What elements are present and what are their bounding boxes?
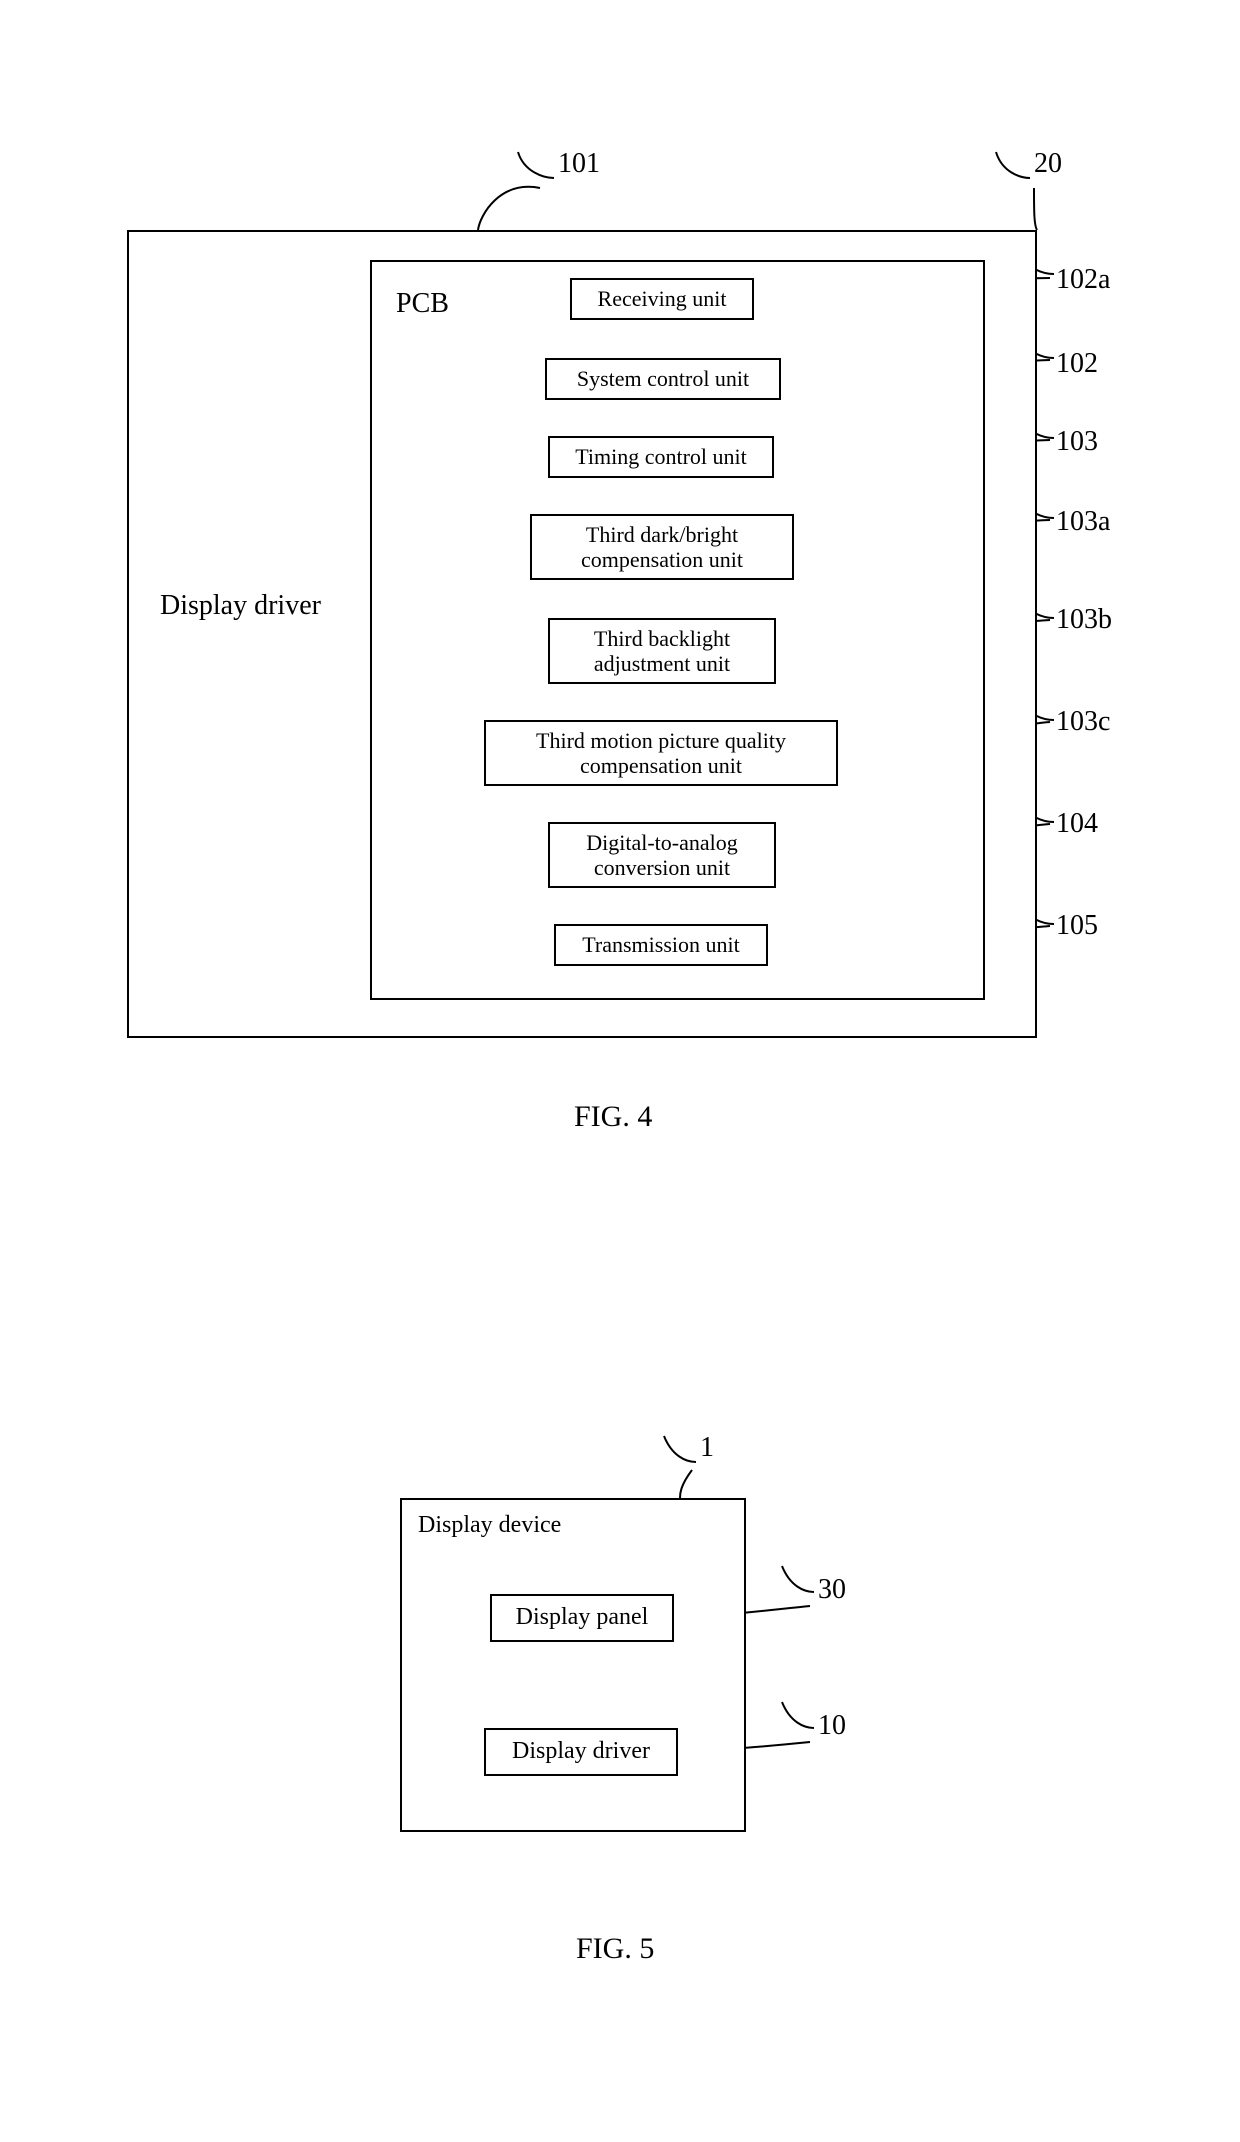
fig4-outer-label: Display driver [160, 590, 321, 622]
fig5-outer-box [400, 1498, 746, 1832]
fig5-node-panel: Display panel [490, 1594, 674, 1642]
fig4-node-timing: Timing control unit [548, 436, 774, 478]
fig4-node-sys-label: System control unit [577, 366, 749, 391]
fig4-ref-103b: 103b [1056, 604, 1112, 636]
fig4-node-dark-label: Third dark/bright compensation unit [538, 522, 786, 573]
fig4-ref-103a: 103a [1056, 506, 1110, 538]
fig5-ref-30: 30 [818, 1574, 846, 1606]
fig4-ref-104: 104 [1056, 808, 1098, 840]
fig4-ref-102: 102 [1056, 348, 1098, 380]
fig4-caption: FIG. 4 [574, 1100, 652, 1134]
fig4-ref-102a: 102a [1056, 264, 1110, 296]
fig4-ref-101: 101 [558, 148, 600, 180]
fig4-ref-105: 105 [1056, 910, 1098, 942]
fig5-ref-10: 10 [818, 1710, 846, 1742]
diagram-stage: Display driver PCB Receiving unit System co… [0, 0, 1240, 2142]
fig4-node-sys: System control unit [545, 358, 781, 400]
fig4-node-back-label: Third backlight adjustment unit [556, 626, 768, 677]
fig4-node-recv-label: Receiving unit [598, 286, 727, 311]
fig4-node-tx: Transmission unit [554, 924, 768, 966]
fig4-node-timing-label: Timing control unit [575, 444, 747, 469]
fig4-node-tx-label: Transmission unit [582, 932, 740, 957]
fig4-pcb-label: PCB [396, 288, 449, 320]
fig4-node-back: Third backlight adjustment unit [548, 618, 776, 684]
fig5-node-driver: Display driver [484, 1728, 678, 1776]
fig4-node-motion: Third motion picture quality compensatio… [484, 720, 838, 786]
fig4-node-dark: Third dark/bright compensation unit [530, 514, 794, 580]
fig4-node-dac: Digital-to-analog conversion unit [548, 822, 776, 888]
fig5-node-driver-label: Display driver [512, 1738, 650, 1766]
fig4-ref-103c: 103c [1056, 706, 1110, 738]
fig4-node-dac-label: Digital-to-analog conversion unit [556, 830, 768, 881]
fig5-outer-label: Display device [418, 1512, 561, 1539]
fig4-ref-20: 20 [1034, 148, 1062, 180]
fig5-ref-1: 1 [700, 1432, 714, 1464]
fig4-node-recv: Receiving unit [570, 278, 754, 320]
fig5-node-panel-label: Display panel [516, 1604, 649, 1632]
fig5-caption: FIG. 5 [576, 1932, 654, 1966]
fig4-node-motion-label: Third motion picture quality compensatio… [492, 728, 830, 779]
fig4-ref-103: 103 [1056, 426, 1098, 458]
